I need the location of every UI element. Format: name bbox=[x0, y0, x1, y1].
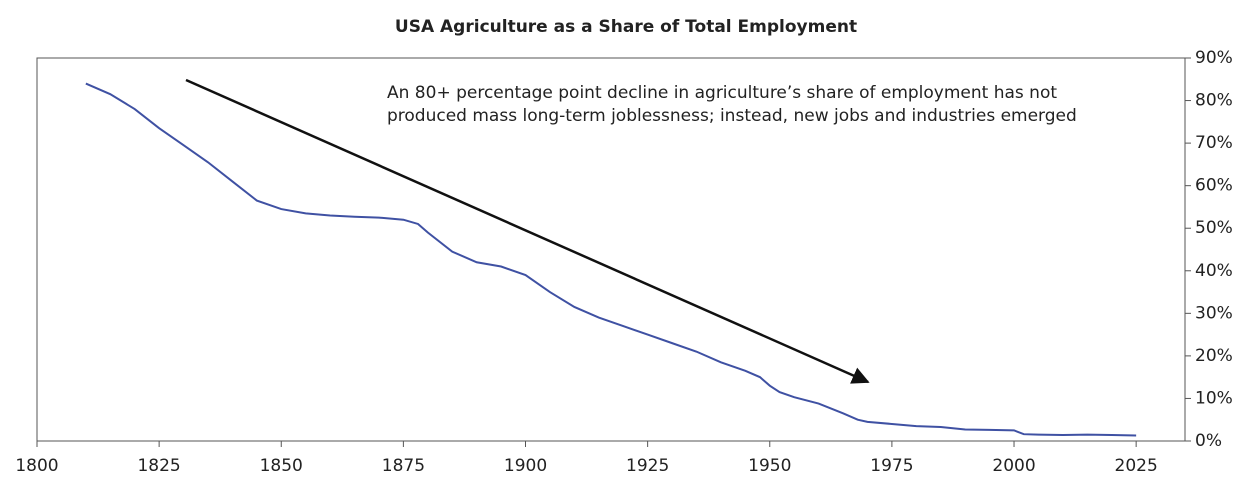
x-tick-label: 1800 bbox=[15, 456, 58, 476]
y-tick-label: 60% bbox=[1195, 176, 1233, 196]
x-tick-label: 1900 bbox=[504, 456, 547, 476]
y-tick-label: 80% bbox=[1195, 91, 1233, 111]
x-tick-label: 1925 bbox=[626, 456, 669, 476]
plot-frame bbox=[36, 57, 1186, 442]
x-tick-label: 1825 bbox=[137, 456, 180, 476]
arrow bbox=[185, 78, 870, 384]
y-tick-label: 20% bbox=[1195, 346, 1233, 366]
x-tick-label: 2000 bbox=[992, 456, 1035, 476]
annotation: An 80+ percentage point decline in agric… bbox=[387, 83, 1057, 103]
y-tick-label: 70% bbox=[1195, 133, 1233, 153]
x-tick-label: 1850 bbox=[260, 456, 303, 476]
x-tick-label: 1875 bbox=[382, 456, 425, 476]
chart-title: USA Agriculture as a Share of Total Empl… bbox=[395, 17, 857, 37]
y-tick-label: 50% bbox=[1195, 218, 1233, 238]
x-tick-label: 1975 bbox=[870, 456, 913, 476]
y-tick-label: 30% bbox=[1195, 303, 1233, 323]
y-tick-label: 40% bbox=[1195, 261, 1233, 281]
annotation: produced mass long-term joblessness; ins… bbox=[387, 106, 1077, 126]
y-tick-label: 0% bbox=[1195, 431, 1222, 451]
x-tick-label: 2025 bbox=[1115, 456, 1158, 476]
y-tick-label: 10% bbox=[1195, 388, 1233, 408]
x-tick-label: 1950 bbox=[748, 456, 791, 476]
y-tick-label: 90% bbox=[1195, 48, 1233, 68]
line bbox=[85, 82, 1137, 437]
